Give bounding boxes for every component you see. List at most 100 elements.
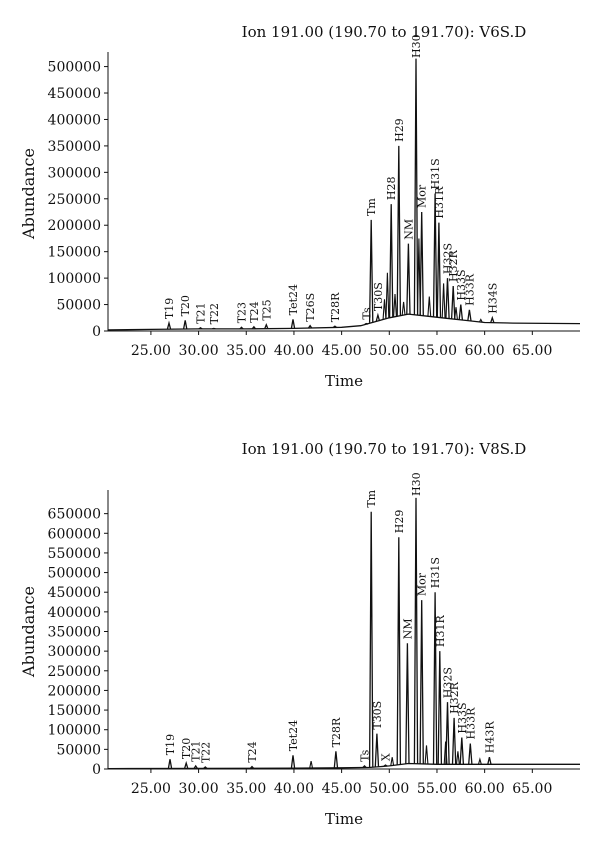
x-tick-label: 50.00	[369, 343, 409, 359]
peak-h34s	[490, 315, 495, 323]
minor-peak	[390, 757, 395, 766]
x-tick-label: 30.00	[179, 781, 219, 797]
x-tick-label: 65.00	[512, 781, 552, 797]
x-axis-label: Time	[325, 810, 363, 828]
peak-t22	[203, 766, 208, 769]
x-tick-label: 50.00	[369, 781, 409, 797]
peak-t28r	[332, 325, 337, 328]
peak-label: T21	[194, 302, 207, 323]
peak-label: NM	[402, 219, 415, 240]
y-tick-label: 550000	[48, 546, 101, 562]
peak-h33r	[468, 743, 473, 765]
x-tick-label: 65.00	[512, 343, 552, 359]
peak-label: T25	[260, 299, 273, 320]
peak-t20	[182, 320, 188, 330]
x-tick-label: 40.00	[274, 343, 314, 359]
y-tick-label: 200000	[48, 683, 101, 699]
minor-peak	[309, 760, 314, 769]
x-axis-label: Time	[325, 372, 363, 390]
x-tick-label: 55.00	[417, 781, 457, 797]
y-tick-label: 650000	[48, 507, 101, 523]
chart-1: Ion 191.00 (190.70 to 191.70): V6S.D 0 500…	[19, 23, 581, 390]
peak-label: H30	[410, 472, 423, 496]
peak-label: Tet24	[287, 284, 300, 315]
x-tick-label: 60.00	[465, 781, 505, 797]
minor-peak	[424, 745, 429, 765]
peak-label: H34S	[486, 283, 499, 314]
y-tick-label: 350000	[48, 139, 101, 155]
peak-tet24	[290, 755, 296, 769]
y-tick-label: 350000	[48, 625, 101, 641]
y-tick-label: 450000	[48, 585, 101, 601]
y-tick-label: 600000	[48, 526, 101, 542]
peak-ts	[362, 764, 367, 768]
peak-tet24	[290, 319, 296, 329]
peak-label: T28R	[329, 292, 342, 322]
x-tick-label: 25.00	[131, 343, 171, 359]
peak-t30s	[374, 733, 380, 767]
peak-t24	[251, 325, 257, 330]
x-tick-label: 45.00	[322, 343, 362, 359]
peak-h30	[413, 58, 419, 315]
y-tick-label: 400000	[48, 112, 101, 128]
peak-label: H33R	[464, 707, 477, 740]
peak-nm	[405, 643, 410, 764]
y-tick-label: 250000	[48, 192, 101, 208]
peak-x	[383, 764, 388, 767]
peak-t20	[183, 760, 189, 769]
minor-peak	[385, 272, 390, 319]
peak-h31r	[437, 651, 443, 765]
peak-t23	[239, 326, 244, 330]
peak-label: H33S	[456, 702, 469, 733]
baseline-trace	[107, 762, 580, 770]
minor-peak	[393, 293, 397, 317]
peak-h29	[396, 145, 402, 316]
peak-label: T19	[163, 298, 176, 319]
y-tick-label: 250000	[48, 664, 101, 680]
minor-peak	[478, 318, 483, 323]
peak-h43r	[487, 757, 492, 765]
peak-h33r	[467, 309, 472, 321]
peak-label: T24	[248, 301, 261, 322]
y-tick-label: 100000	[48, 723, 101, 739]
peak-label: T23	[235, 302, 248, 323]
peak-label: H31S	[429, 158, 442, 189]
peak-label: H32S	[441, 243, 454, 274]
peak-label: T30S	[372, 282, 385, 311]
peak-h30	[413, 497, 419, 764]
minor-peak	[441, 283, 446, 319]
y-tick-label: 300000	[48, 644, 101, 660]
peak-h31s	[432, 592, 438, 765]
peak-nm	[406, 243, 411, 315]
peak-label: Tm	[365, 198, 378, 216]
y-tick-label: 0	[92, 762, 101, 778]
peak-h32r	[451, 717, 457, 765]
chart-title: Ion 191.00 (190.70 to 191.70): V6S.D	[242, 23, 527, 41]
peak-ts	[364, 322, 369, 325]
peak-label: H29	[393, 118, 406, 142]
x-tick-label: 35.00	[226, 781, 266, 797]
x-tick-label: 40.00	[274, 781, 314, 797]
x-tick-label: 55.00	[417, 343, 457, 359]
peak-h32r	[450, 285, 456, 320]
y-axis-label: Abundance	[19, 148, 38, 240]
peak-label: T22	[208, 303, 221, 324]
peak-label: Tet24	[287, 720, 300, 751]
peak-label: T28R	[330, 717, 343, 747]
y-tick-label: 50000	[56, 742, 101, 758]
peak-t30s	[375, 312, 381, 322]
peak-label: H31R	[434, 615, 447, 648]
peak-t25	[264, 322, 269, 329]
peak-label: H29	[393, 510, 406, 534]
peak-tm	[368, 511, 374, 768]
peak-label: H43R	[483, 721, 496, 754]
y-tick-label: 100000	[48, 271, 101, 287]
peak-label: NM	[401, 618, 414, 639]
peak-label: H33R	[463, 273, 476, 306]
peak-t24	[249, 765, 255, 769]
peak-label: H31S	[429, 557, 442, 588]
peak-label: H32R	[448, 681, 461, 714]
peak-label: H28	[385, 176, 398, 200]
peak-label: T21	[190, 741, 203, 762]
